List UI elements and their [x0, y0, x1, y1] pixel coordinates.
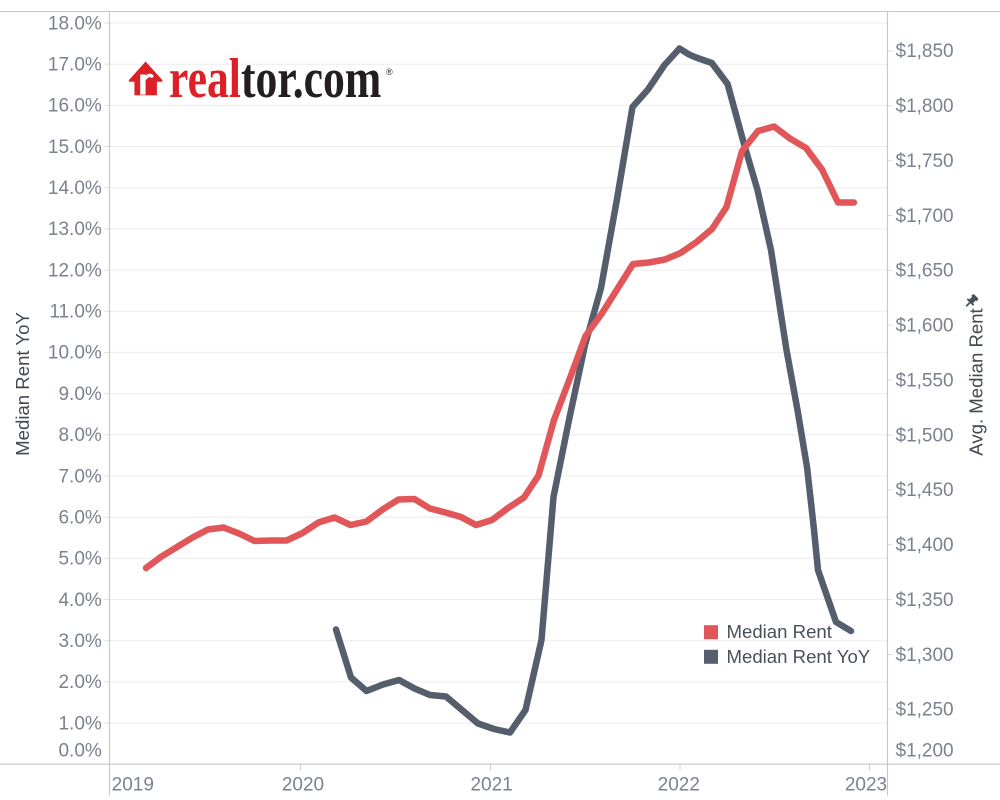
svg-text:8.0%: 8.0% [58, 425, 101, 446]
svg-text:$1,600: $1,600 [896, 316, 954, 337]
svg-text:$1,700: $1,700 [896, 206, 954, 227]
svg-text:$1,250: $1,250 [896, 700, 954, 721]
svg-text:2.0%: 2.0% [58, 672, 101, 693]
svg-text:17.0%: 17.0% [48, 55, 102, 76]
svg-text:$1,650: $1,650 [896, 261, 954, 282]
svg-text:11.0%: 11.0% [49, 302, 102, 323]
svg-text:$1,200: $1,200 [896, 740, 954, 761]
svg-text:7.0%: 7.0% [58, 466, 101, 487]
svg-text:6.0%: 6.0% [58, 508, 101, 529]
svg-text:2022: 2022 [658, 775, 700, 796]
svg-text:Median Rent YoY: Median Rent YoY [727, 646, 871, 667]
svg-text:4.0%: 4.0% [58, 590, 101, 611]
svg-text:16.0%: 16.0% [48, 96, 102, 117]
svg-text:2019: 2019 [112, 775, 154, 796]
svg-text:13.0%: 13.0% [48, 219, 102, 240]
svg-text:Median Rent YoY: Median Rent YoY [12, 312, 33, 456]
svg-text:2023: 2023 [845, 775, 887, 796]
svg-text:$1,800: $1,800 [896, 96, 954, 117]
svg-text:$1,850: $1,850 [896, 41, 954, 62]
svg-text:15.0%: 15.0% [48, 137, 102, 158]
svg-text:$1,500: $1,500 [896, 425, 954, 446]
svg-text:$1,400: $1,400 [896, 535, 954, 556]
svg-text:0.0%: 0.0% [58, 740, 101, 761]
svg-text:®: ® [386, 67, 393, 77]
svg-text:Median Rent: Median Rent [727, 621, 833, 642]
svg-text:1.0%: 1.0% [58, 713, 101, 734]
svg-text:$1,350: $1,350 [896, 590, 954, 611]
svg-text:3.0%: 3.0% [58, 631, 101, 652]
svg-text:$1,750: $1,750 [896, 151, 954, 172]
svg-text:18.0%: 18.0% [48, 13, 102, 34]
svg-text:5.0%: 5.0% [58, 549, 101, 570]
svg-text:12.0%: 12.0% [48, 260, 102, 281]
svg-text:$1,300: $1,300 [896, 645, 954, 666]
svg-text:2020: 2020 [282, 775, 324, 796]
svg-text:2021: 2021 [470, 775, 512, 796]
svg-text:Avg. Median Rent: Avg. Median Rent [966, 307, 987, 455]
svg-text:14.0%: 14.0% [48, 178, 102, 199]
svg-text:$1,550: $1,550 [896, 370, 954, 391]
svg-text:10.0%: 10.0% [48, 343, 102, 364]
svg-text:$1,450: $1,450 [896, 480, 954, 501]
svg-text:9.0%: 9.0% [58, 384, 101, 405]
svg-text:realtor.com: realtor.com [169, 47, 381, 109]
